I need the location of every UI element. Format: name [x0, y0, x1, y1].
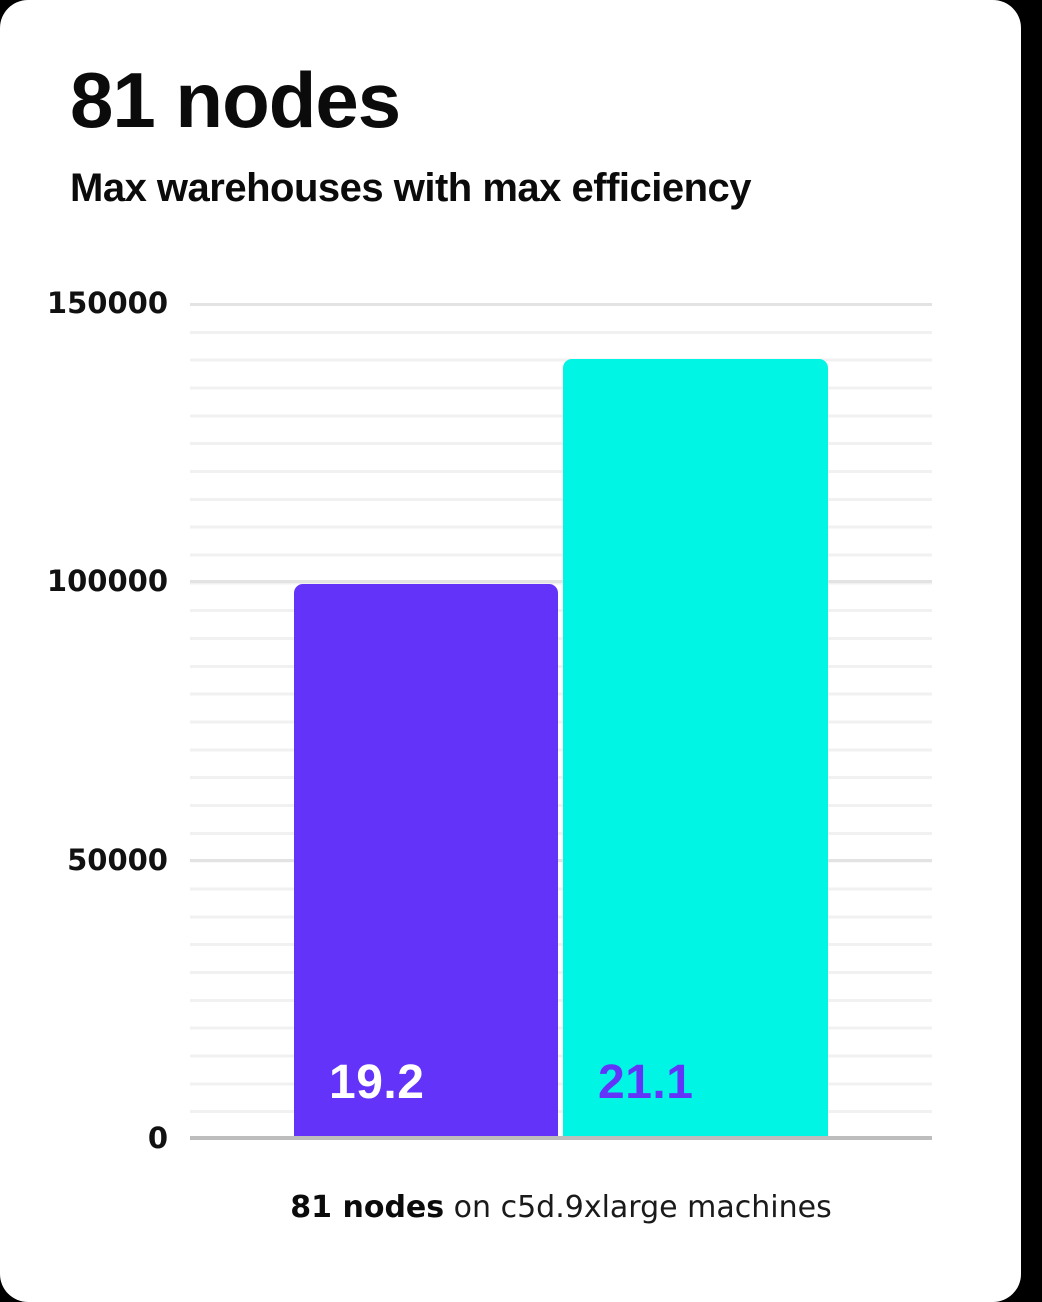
y-axis-tick-labels: 150000 100000 50000 0	[0, 286, 168, 1155]
page-title: 81 nodes	[70, 56, 401, 144]
y-tick-0: 0	[147, 1121, 168, 1155]
y-tick-150000: 150000	[46, 286, 168, 320]
y-tick-100000: 100000	[46, 564, 168, 599]
y-tick-50000: 50000	[67, 842, 168, 877]
chart-card: 81 nodes Max warehouses with max efficie…	[0, 0, 1021, 1302]
bar-value-label-19-2: 19.2	[329, 1056, 425, 1109]
page-subtitle: Max warehouses with max efficiency	[70, 166, 752, 210]
gridline-50000	[190, 858, 932, 862]
bar-chart: 150000 100000 50000 0 19.2 21.1	[0, 286, 1021, 1155]
gridline-150000	[190, 303, 932, 306]
gridline-100000	[190, 580, 932, 584]
plot-area: 19.2 21.1	[190, 303, 932, 1140]
caption-regular-text: on c5d.9xlarge machines	[444, 1190, 832, 1225]
bar-version-21-1: 21.1	[563, 358, 828, 1138]
bar-value-label-21-1: 21.1	[598, 1056, 694, 1109]
bar-version-19-2: 19.2	[294, 584, 558, 1138]
caption-bold-text: 81 nodes	[290, 1190, 445, 1225]
chart-caption: 81 nodes on c5d.9xlarge machines	[190, 1190, 932, 1225]
x-axis-line	[190, 1136, 932, 1140]
